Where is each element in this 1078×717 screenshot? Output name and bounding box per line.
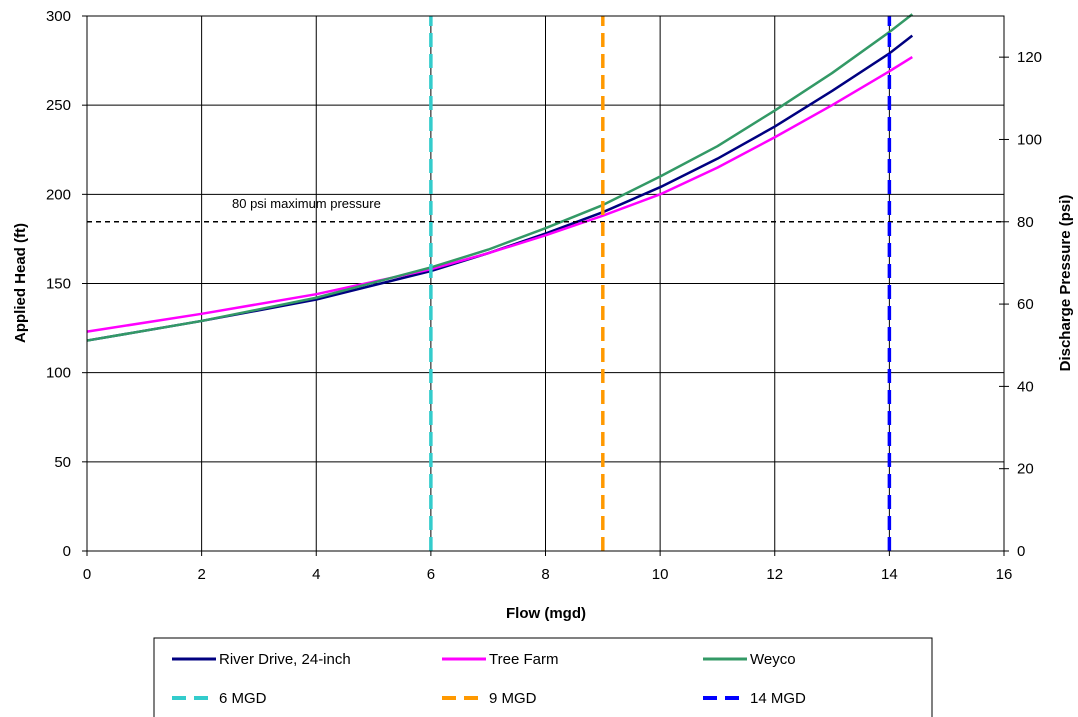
y-axis-ticks: 0 50 100 150 200 250 300 xyxy=(46,8,87,560)
y-tick-label: 250 xyxy=(46,97,71,114)
legend-label-tree-farm: Tree Farm xyxy=(489,651,558,668)
y2-tick-label: 100 xyxy=(1017,131,1042,148)
legend-label-14-mgd: 14 MGD xyxy=(750,690,806,707)
series-line-tree-farm xyxy=(86,55,913,333)
x-tick-label: 0 xyxy=(83,566,91,583)
legend-label-9-mgd: 9 MGD xyxy=(489,690,537,707)
x-tick-label: 4 xyxy=(312,566,320,583)
legend-label-river-drive-24-inch: River Drive, 24-inch xyxy=(219,651,351,668)
y2-axis-title: Discharge Pressure (psi) xyxy=(1057,195,1074,372)
y-axis-title: Applied Head (ft) xyxy=(12,223,29,343)
y-tick-label: 100 xyxy=(46,365,71,382)
y-tick-label: 50 xyxy=(54,454,71,471)
x-tick-label: 2 xyxy=(197,566,205,583)
series-line-river-drive-24-inch xyxy=(86,34,914,342)
y2-tick-label: 80 xyxy=(1017,214,1034,231)
grid xyxy=(86,15,1005,552)
y-tick-label: 200 xyxy=(46,186,71,203)
y-tick-label: 0 xyxy=(63,543,71,560)
y-tick-label: 150 xyxy=(46,276,71,293)
y2-axis-ticks: 0 20 40 60 80 100 120 xyxy=(999,49,1042,560)
vertical-lines-layer xyxy=(429,16,892,551)
legend-box xyxy=(153,637,933,717)
x-axis-ticks: 0 2 4 6 8 10 12 14 16 xyxy=(83,551,1013,583)
y2-tick-label: 120 xyxy=(1017,49,1042,66)
y-tick-label: 300 xyxy=(46,8,71,25)
x-tick-label: 12 xyxy=(766,566,783,583)
y2-tick-label: 60 xyxy=(1017,296,1034,313)
max-pressure-label: 80 psi maximum pressure xyxy=(232,196,381,211)
x-tick-label: 14 xyxy=(881,566,898,583)
series-layer xyxy=(86,13,914,342)
y2-tick-label: 0 xyxy=(1017,543,1025,560)
reference-layer: 80 psi maximum pressure xyxy=(87,196,1004,223)
y2-tick-label: 40 xyxy=(1017,378,1034,395)
x-tick-label: 16 xyxy=(996,566,1013,583)
x-axis-title: Flow (mgd) xyxy=(506,605,586,622)
legend-label-6-mgd: 6 MGD xyxy=(219,690,267,707)
x-tick-label: 10 xyxy=(652,566,669,583)
x-tick-label: 8 xyxy=(541,566,549,583)
legend-label-weyco: Weyco xyxy=(750,651,796,668)
series-line-weyco xyxy=(86,13,914,342)
legend: River Drive, 24-inch Tree Farm Weyco 6 MGD 9… xyxy=(153,637,933,717)
y2-tick-label: 20 xyxy=(1017,461,1034,478)
x-tick-label: 6 xyxy=(427,566,435,583)
